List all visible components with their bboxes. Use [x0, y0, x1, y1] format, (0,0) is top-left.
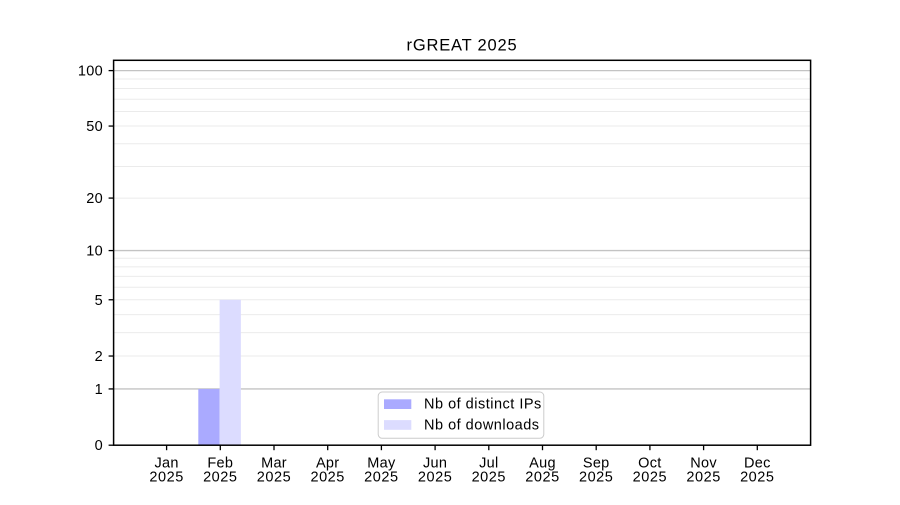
svg-text:20: 20 — [86, 191, 103, 207]
svg-text:Apr: Apr — [316, 455, 339, 471]
svg-text:2025: 2025 — [149, 470, 183, 486]
svg-text:2025: 2025 — [525, 470, 559, 486]
svg-text:Nov: Nov — [690, 455, 717, 471]
svg-text:2025: 2025 — [472, 470, 506, 486]
svg-text:1: 1 — [95, 382, 103, 398]
svg-text:2025: 2025 — [257, 470, 291, 486]
svg-text:Jun: Jun — [423, 455, 447, 471]
svg-text:100: 100 — [78, 64, 103, 80]
svg-text:2025: 2025 — [579, 470, 613, 486]
svg-text:2025: 2025 — [686, 470, 720, 486]
svg-text:Dec: Dec — [744, 455, 771, 471]
svg-text:Oct: Oct — [638, 455, 661, 471]
svg-text:0: 0 — [95, 438, 103, 454]
svg-text:Jan: Jan — [154, 455, 178, 471]
svg-text:5: 5 — [95, 293, 103, 309]
svg-text:2025: 2025 — [364, 470, 398, 486]
svg-text:10: 10 — [86, 244, 103, 260]
svg-text:2025: 2025 — [418, 470, 452, 486]
svg-text:Mar: Mar — [261, 455, 287, 471]
svg-text:Aug: Aug — [529, 455, 556, 471]
svg-text:Nb of downloads: Nb of downloads — [424, 417, 540, 433]
svg-text:2: 2 — [95, 349, 103, 365]
svg-text:2025: 2025 — [310, 470, 344, 486]
svg-text:rGREAT 2025: rGREAT 2025 — [407, 36, 518, 54]
svg-text:Sep: Sep — [583, 455, 610, 471]
svg-text:Jul: Jul — [479, 455, 498, 471]
svg-text:May: May — [367, 455, 396, 471]
svg-text:Feb: Feb — [207, 455, 233, 471]
svg-text:2025: 2025 — [203, 470, 237, 486]
svg-text:2025: 2025 — [740, 470, 774, 486]
svg-text:Nb of distinct IPs: Nb of distinct IPs — [424, 396, 542, 412]
svg-text:2025: 2025 — [633, 470, 667, 486]
svg-text:50: 50 — [86, 119, 103, 135]
